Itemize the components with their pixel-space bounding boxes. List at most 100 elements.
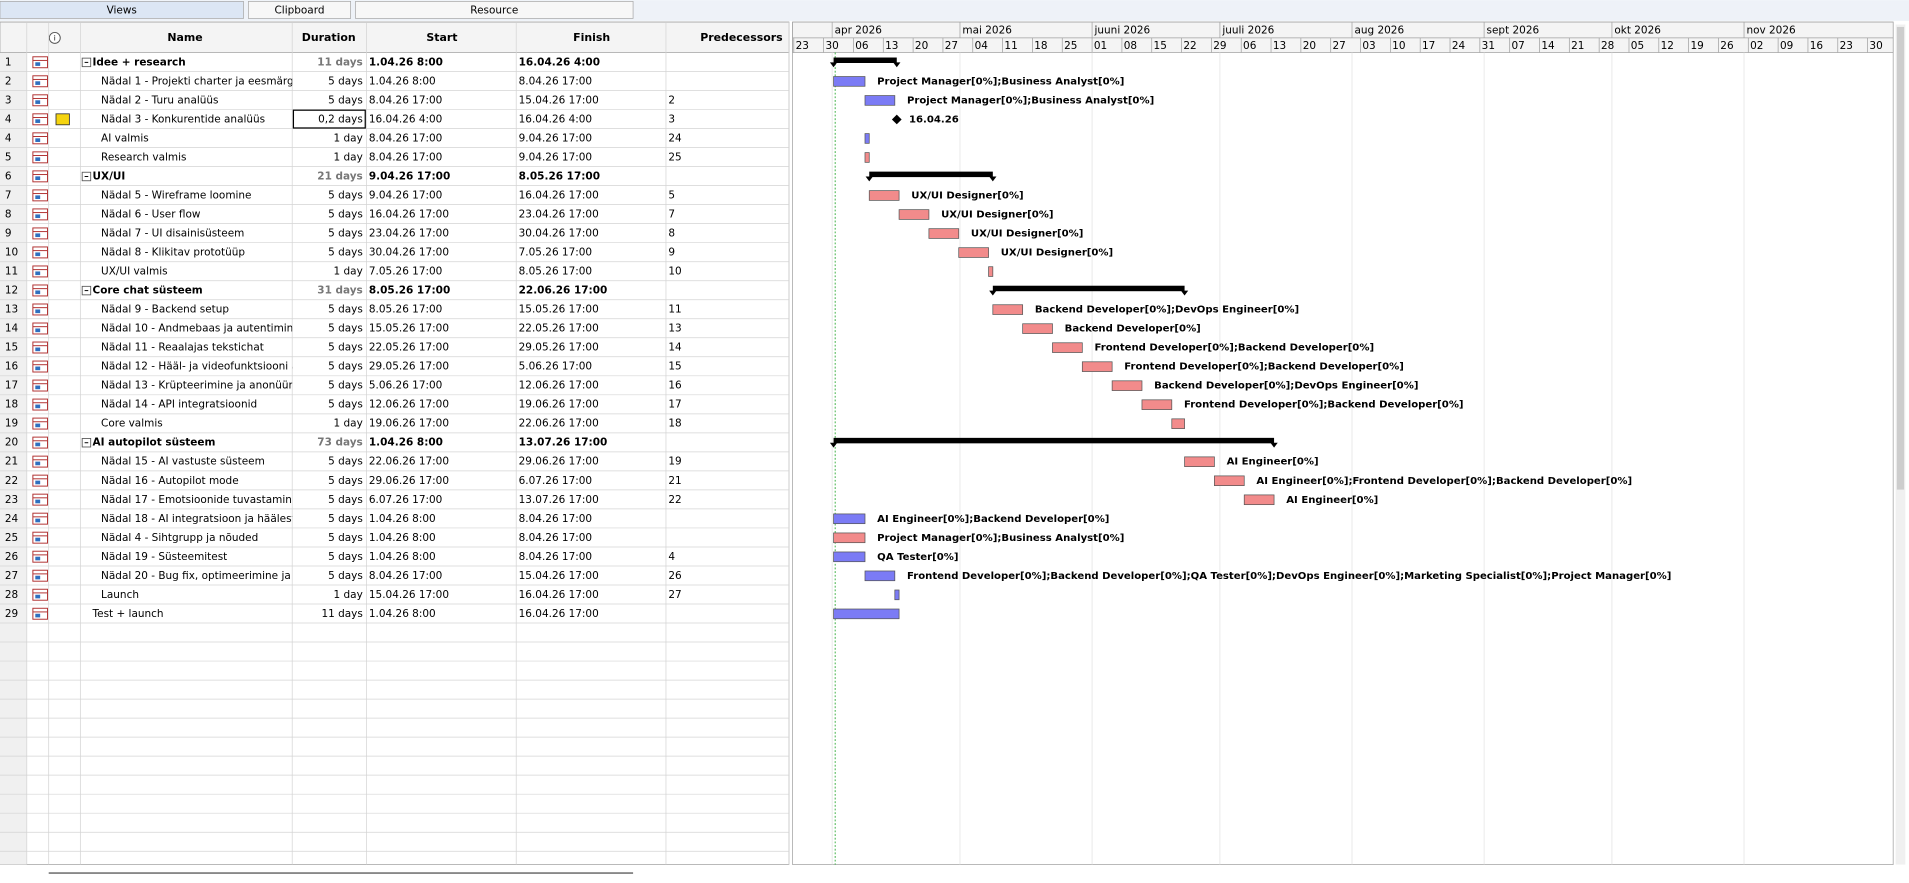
task-name[interactable]: Core chat süsteem — [93, 285, 203, 297]
task-name[interactable]: Nädal 8 - Klikitav prototüüp — [101, 247, 245, 259]
task-bar[interactable] — [1081, 361, 1113, 372]
row-number: 16 — [5, 361, 18, 373]
task-bar[interactable] — [833, 513, 866, 525]
row-number: 12 — [5, 285, 18, 297]
task-name[interactable]: AI valmis — [101, 132, 149, 144]
task-bar[interactable] — [1171, 418, 1185, 429]
task-name[interactable]: Nädal 9 - Backend setup — [101, 304, 229, 316]
task-icon-mark — [35, 423, 41, 428]
week-label: 05 — [1631, 40, 1644, 52]
task-name[interactable]: Core valmis — [101, 418, 163, 430]
ribbon-tab-label[interactable]: Views — [107, 5, 137, 17]
bar-label: UX/UI Designer[0%] — [941, 210, 1053, 221]
task-name[interactable]: Nädal 12 - Hääl- ja videofunktsiooni alu… — [101, 361, 313, 373]
row-number: 4 — [5, 132, 12, 144]
task-name[interactable]: Nädal 10 - Andmebaas ja autentimine — [101, 323, 300, 335]
ribbon-tab-label[interactable]: Resource — [470, 5, 518, 17]
task-name[interactable]: Idee + research — [93, 56, 186, 68]
ribbon-tab[interactable] — [355, 1, 634, 19]
task-icon-mark — [35, 233, 41, 238]
task-bar[interactable] — [833, 608, 900, 620]
task-bar[interactable] — [833, 551, 866, 563]
duration: 73 days — [317, 437, 363, 449]
task-name[interactable]: Research valmis — [101, 151, 186, 163]
bar-label: Frontend Developer[0%];Backend Developer… — [1124, 362, 1404, 373]
task-name[interactable]: Nädal 16 - Autopilot mode — [101, 475, 239, 487]
task-bar[interactable] — [833, 532, 866, 544]
task-name[interactable]: Nädal 5 - Wireframe loomine — [101, 190, 251, 202]
task-bar[interactable] — [898, 209, 930, 220]
scroll-thumb[interactable] — [1896, 26, 1905, 490]
bar-label: Frontend Developer[0%];Backend Developer… — [1094, 343, 1374, 354]
week-label: 14 — [1541, 40, 1555, 52]
task-name[interactable]: UX/UI valmis — [101, 266, 168, 278]
task-bar[interactable] — [864, 570, 896, 582]
task-bar[interactable] — [868, 190, 900, 201]
summary-end — [829, 62, 838, 68]
task-name[interactable]: Nädal 6 - User flow — [101, 209, 201, 221]
column-header[interactable]: Name — [167, 31, 202, 44]
week-label: 22 — [1183, 40, 1196, 52]
task-name[interactable]: Nädal 17 - Emotsioonide tuvastamine — [101, 494, 298, 506]
finish: 5.06.26 17:00 — [519, 361, 592, 373]
column-header[interactable]: Duration — [302, 31, 356, 44]
task-bar[interactable] — [864, 152, 870, 163]
task-name[interactable]: Nädal 1 - Projekti charter ja eesmärgid — [101, 75, 303, 87]
task-bar[interactable] — [958, 247, 989, 258]
task-name[interactable]: Nädal 14 - API integratsioonid — [101, 399, 257, 411]
task-bar[interactable] — [1141, 399, 1173, 410]
task-name[interactable]: Nädal 4 - Sihtgrupp ja nõuded — [101, 532, 258, 544]
finish: 15.04.26 17:00 — [519, 94, 599, 106]
task-name[interactable]: Nädal 3 - Konkurentide analüüs — [101, 113, 265, 125]
task-bar[interactable] — [833, 76, 866, 87]
task-bar[interactable] — [894, 589, 900, 601]
task-bar[interactable] — [1052, 342, 1083, 353]
finish: 16.04.26 17:00 — [519, 589, 599, 601]
row-number: 9 — [5, 228, 12, 240]
start: 8.04.26 17:00 — [369, 570, 442, 582]
column-header[interactable]: Predecessors — [700, 31, 782, 44]
task-name[interactable]: Nädal 20 - Bug fix, optimeerimine ja rel… — [101, 570, 332, 582]
task-icon-mark — [35, 594, 41, 599]
start: 8.04.26 17:00 — [369, 94, 442, 106]
task-name[interactable]: Nädal 19 - Süsteemitest — [101, 551, 227, 563]
task-name[interactable]: Nädal 15 - AI vastuste süsteem — [101, 456, 265, 468]
start: 16.04.26 17:00 — [369, 209, 449, 221]
week-label: 02 — [1750, 40, 1763, 52]
task-bar[interactable] — [1111, 380, 1143, 391]
row-number: 15 — [5, 342, 18, 354]
finish: 8.05.26 17:00 — [519, 170, 600, 182]
task-bar[interactable] — [988, 266, 994, 277]
task-name[interactable]: Nädal 11 - Reaalajas tekstichat — [101, 342, 264, 354]
task-icon-mark — [35, 537, 41, 542]
task-bar[interactable] — [992, 304, 1024, 315]
task-bar[interactable] — [1214, 475, 1245, 486]
task-name[interactable]: Nädal 2 - Turu analüüs — [101, 94, 218, 106]
task-name[interactable]: Nädal 7 - UI disainisüsteem — [101, 228, 244, 240]
week-label: 15 — [1154, 40, 1167, 52]
task-bar[interactable] — [1243, 494, 1275, 506]
ribbon-tab[interactable] — [247, 1, 351, 19]
duration: 5 days — [328, 75, 363, 87]
task-name[interactable]: AI autopilot süsteem — [93, 437, 216, 449]
column-header[interactable]: Start — [426, 31, 457, 44]
task-name[interactable]: Test + launch — [92, 608, 164, 620]
finish: 9.04.26 17:00 — [519, 132, 592, 144]
row-number: 24 — [5, 513, 19, 525]
row-number: 13 — [5, 304, 18, 316]
ribbon-tab-label[interactable]: Clipboard — [274, 5, 324, 17]
duration: 5 days — [328, 228, 363, 240]
task-bar[interactable] — [1184, 456, 1215, 467]
task-name[interactable]: UX/UI — [93, 170, 126, 182]
row-number: 19 — [5, 418, 18, 430]
task-bar[interactable] — [864, 133, 870, 144]
task-bar[interactable] — [928, 228, 960, 239]
task-name[interactable]: Launch — [101, 589, 139, 601]
column-header[interactable]: Finish — [573, 31, 610, 44]
task-name[interactable]: Nädal 18 - AI integratsioon ja häälestus — [101, 513, 308, 525]
ribbon-tab[interactable] — [0, 1, 244, 19]
task-name[interactable]: Nädal 13 - Krüpteerimine ja anonüümsus — [101, 380, 316, 392]
task-icon-mark — [35, 404, 41, 409]
task-bar[interactable] — [1022, 323, 1053, 334]
task-bar[interactable] — [864, 95, 896, 106]
